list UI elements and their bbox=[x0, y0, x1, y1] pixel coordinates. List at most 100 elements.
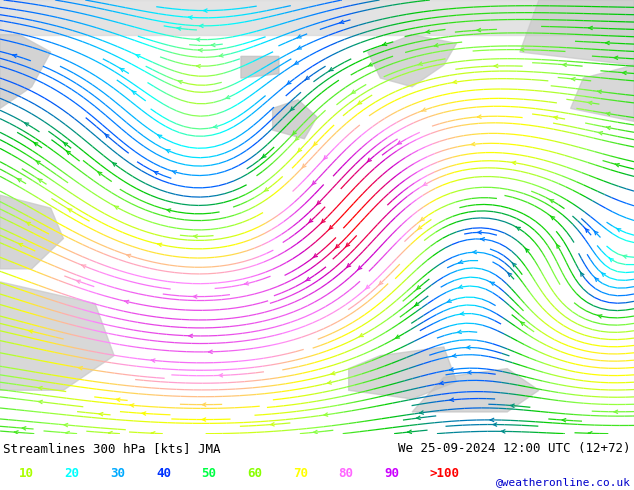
FancyArrowPatch shape bbox=[25, 122, 29, 126]
FancyArrowPatch shape bbox=[452, 354, 456, 357]
FancyArrowPatch shape bbox=[512, 263, 516, 267]
FancyArrowPatch shape bbox=[29, 330, 33, 333]
FancyArrowPatch shape bbox=[525, 248, 529, 252]
FancyArrowPatch shape bbox=[188, 16, 192, 19]
FancyArrowPatch shape bbox=[68, 209, 72, 212]
FancyArrowPatch shape bbox=[439, 381, 443, 385]
FancyArrowPatch shape bbox=[297, 46, 301, 49]
Text: 30: 30 bbox=[110, 467, 126, 480]
FancyArrowPatch shape bbox=[420, 218, 424, 221]
FancyArrowPatch shape bbox=[26, 222, 30, 225]
FancyArrowPatch shape bbox=[305, 76, 309, 80]
FancyArrowPatch shape bbox=[114, 206, 119, 209]
FancyArrowPatch shape bbox=[450, 368, 453, 371]
FancyArrowPatch shape bbox=[132, 91, 136, 95]
FancyArrowPatch shape bbox=[65, 431, 69, 435]
FancyArrowPatch shape bbox=[127, 254, 131, 257]
FancyArrowPatch shape bbox=[108, 432, 112, 435]
FancyArrowPatch shape bbox=[271, 423, 275, 426]
FancyArrowPatch shape bbox=[467, 371, 471, 374]
FancyArrowPatch shape bbox=[595, 277, 598, 281]
FancyArrowPatch shape bbox=[598, 315, 602, 318]
FancyArrowPatch shape bbox=[365, 285, 370, 289]
FancyArrowPatch shape bbox=[302, 164, 306, 168]
FancyArrowPatch shape bbox=[614, 410, 618, 414]
FancyArrowPatch shape bbox=[172, 171, 176, 174]
FancyArrowPatch shape bbox=[588, 26, 592, 30]
FancyArrowPatch shape bbox=[329, 68, 333, 71]
FancyArrowPatch shape bbox=[297, 148, 302, 152]
FancyArrowPatch shape bbox=[198, 49, 202, 52]
FancyArrowPatch shape bbox=[501, 430, 505, 433]
FancyArrowPatch shape bbox=[290, 107, 294, 111]
FancyArrowPatch shape bbox=[477, 231, 481, 234]
FancyArrowPatch shape bbox=[594, 231, 598, 235]
FancyArrowPatch shape bbox=[490, 282, 495, 285]
FancyArrowPatch shape bbox=[158, 135, 162, 138]
FancyArrowPatch shape bbox=[98, 172, 102, 175]
FancyArrowPatch shape bbox=[193, 235, 197, 238]
FancyArrowPatch shape bbox=[398, 141, 401, 145]
FancyArrowPatch shape bbox=[219, 54, 223, 57]
FancyArrowPatch shape bbox=[316, 201, 321, 205]
FancyArrowPatch shape bbox=[105, 134, 109, 138]
FancyArrowPatch shape bbox=[423, 182, 427, 186]
Polygon shape bbox=[273, 100, 317, 139]
FancyArrowPatch shape bbox=[287, 81, 291, 85]
FancyArrowPatch shape bbox=[313, 254, 318, 258]
FancyArrowPatch shape bbox=[116, 398, 120, 401]
FancyArrowPatch shape bbox=[211, 44, 215, 47]
FancyArrowPatch shape bbox=[17, 178, 22, 182]
FancyArrowPatch shape bbox=[358, 266, 362, 270]
FancyArrowPatch shape bbox=[202, 403, 206, 406]
FancyArrowPatch shape bbox=[418, 226, 422, 230]
FancyArrowPatch shape bbox=[340, 20, 344, 24]
FancyArrowPatch shape bbox=[79, 367, 82, 370]
FancyArrowPatch shape bbox=[585, 228, 589, 232]
FancyArrowPatch shape bbox=[481, 238, 484, 241]
FancyArrowPatch shape bbox=[178, 80, 182, 84]
Polygon shape bbox=[412, 368, 539, 412]
FancyArrowPatch shape bbox=[490, 418, 494, 421]
FancyArrowPatch shape bbox=[347, 264, 351, 268]
FancyArrowPatch shape bbox=[346, 243, 349, 247]
FancyArrowPatch shape bbox=[417, 416, 420, 419]
FancyArrowPatch shape bbox=[99, 413, 103, 416]
FancyArrowPatch shape bbox=[245, 282, 249, 285]
FancyArrowPatch shape bbox=[580, 271, 584, 276]
FancyArrowPatch shape bbox=[15, 431, 18, 434]
FancyArrowPatch shape bbox=[351, 90, 356, 94]
FancyArrowPatch shape bbox=[556, 244, 560, 248]
FancyArrowPatch shape bbox=[493, 423, 496, 426]
Text: 90: 90 bbox=[384, 467, 399, 480]
FancyArrowPatch shape bbox=[453, 80, 456, 84]
FancyArrowPatch shape bbox=[262, 154, 266, 158]
FancyArrowPatch shape bbox=[447, 299, 451, 302]
FancyArrowPatch shape bbox=[562, 418, 566, 422]
FancyArrowPatch shape bbox=[226, 96, 230, 98]
FancyArrowPatch shape bbox=[605, 41, 609, 45]
FancyArrowPatch shape bbox=[477, 115, 481, 118]
Polygon shape bbox=[520, 0, 634, 65]
FancyArrowPatch shape bbox=[623, 71, 626, 74]
FancyArrowPatch shape bbox=[606, 112, 610, 116]
FancyArrowPatch shape bbox=[477, 28, 481, 32]
FancyArrowPatch shape bbox=[562, 63, 566, 67]
FancyArrowPatch shape bbox=[142, 412, 146, 415]
FancyArrowPatch shape bbox=[422, 108, 426, 111]
FancyArrowPatch shape bbox=[460, 312, 464, 315]
FancyArrowPatch shape bbox=[617, 228, 621, 232]
Polygon shape bbox=[0, 35, 51, 108]
Polygon shape bbox=[0, 195, 63, 269]
FancyArrowPatch shape bbox=[125, 300, 129, 304]
FancyArrowPatch shape bbox=[177, 27, 181, 30]
FancyArrowPatch shape bbox=[264, 188, 268, 192]
FancyArrowPatch shape bbox=[309, 219, 313, 223]
FancyArrowPatch shape bbox=[458, 285, 463, 288]
FancyArrowPatch shape bbox=[63, 142, 68, 146]
FancyArrowPatch shape bbox=[420, 411, 424, 414]
FancyArrowPatch shape bbox=[136, 55, 140, 58]
Text: 70: 70 bbox=[293, 467, 308, 480]
FancyArrowPatch shape bbox=[321, 219, 325, 223]
FancyArrowPatch shape bbox=[550, 199, 553, 203]
